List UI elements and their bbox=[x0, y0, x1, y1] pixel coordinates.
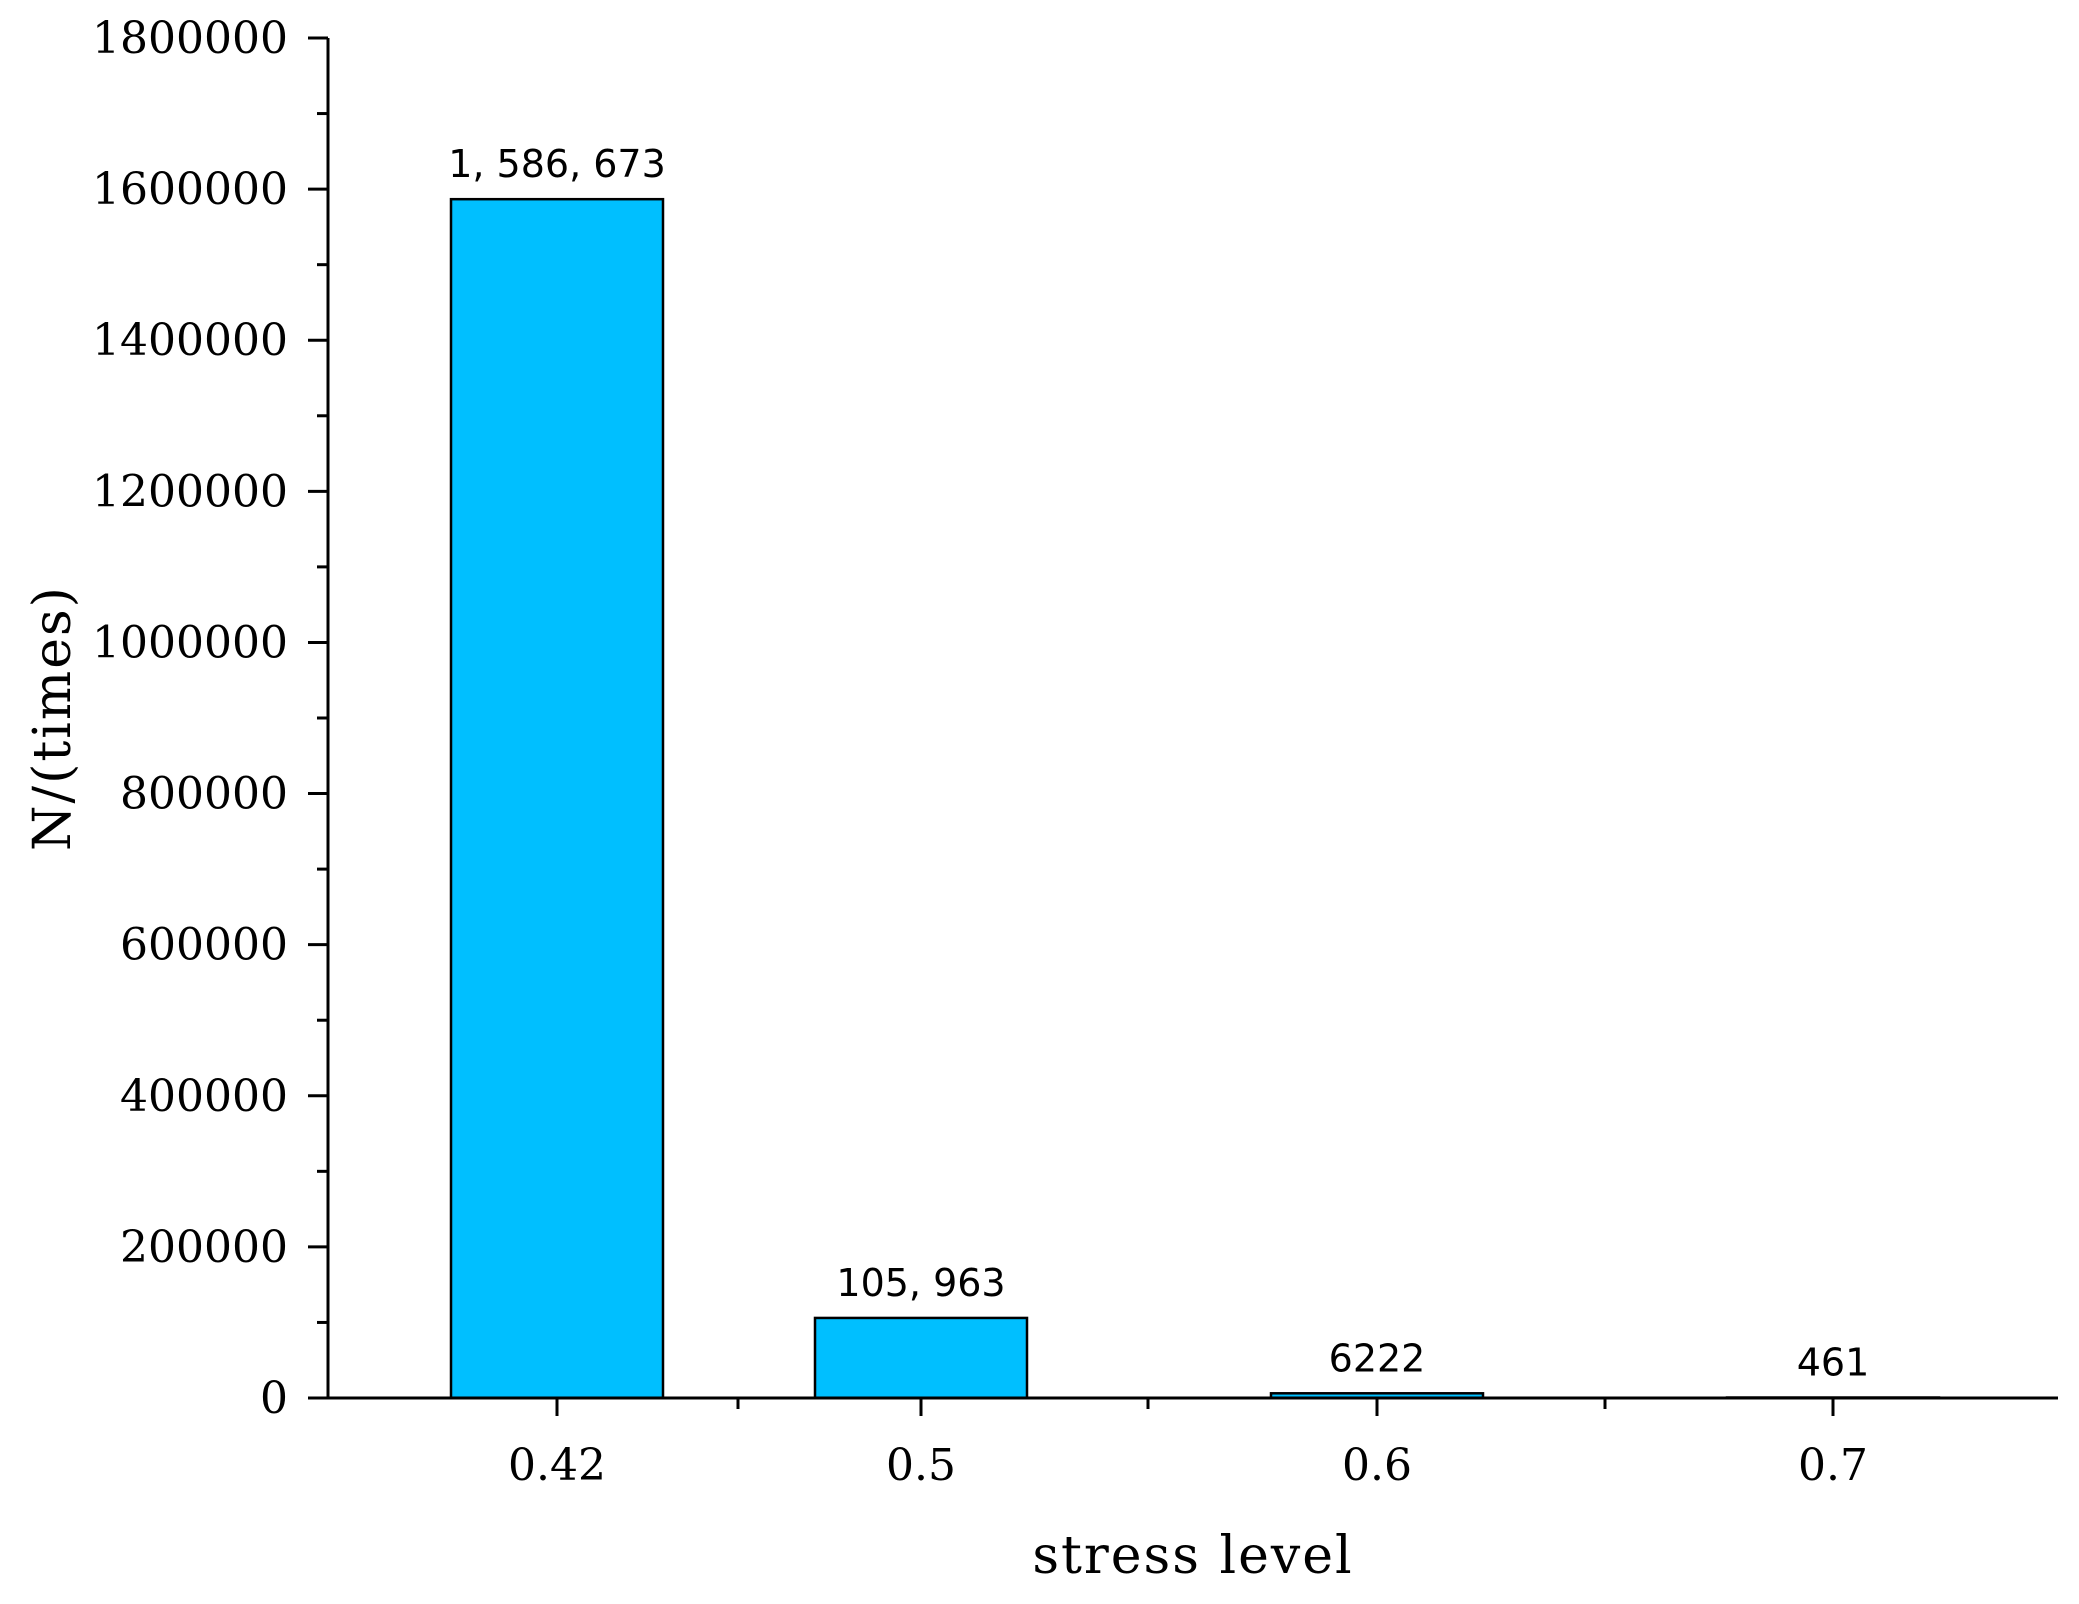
x-tick-label: 0.7 bbox=[1798, 1440, 1868, 1491]
y-tick-label: 1000000 bbox=[92, 617, 288, 668]
bars-group bbox=[449, 197, 1941, 1400]
data-label-0.5: 105, 963 bbox=[836, 1261, 1005, 1305]
data-label-0.6: 6222 bbox=[1329, 1336, 1426, 1380]
y-tick-label: 1600000 bbox=[92, 164, 288, 215]
y-axis: 0 200000 400000 600000 800000 1000000 1200000 1… bbox=[92, 13, 330, 1424]
y-tick-label: 1200000 bbox=[92, 466, 288, 517]
y-axis-title: N/(times) bbox=[23, 585, 83, 851]
y-tick-label: 400000 bbox=[120, 1071, 288, 1122]
data-label-0.7: 461 bbox=[1797, 1341, 1870, 1385]
data-labels-group: 1, 586, 673 105, 963 6222 461 bbox=[448, 142, 1869, 1384]
x-axis-title: stress level bbox=[1032, 1526, 1353, 1586]
y-tick-label: 600000 bbox=[120, 920, 288, 971]
x-tick-label: 0.42 bbox=[508, 1440, 606, 1491]
bar-0.42 bbox=[449, 197, 665, 1400]
bar-0.5 bbox=[813, 1316, 1029, 1400]
y-tick-label: 200000 bbox=[120, 1222, 288, 1273]
y-tick-label: 0 bbox=[260, 1373, 288, 1424]
x-tick-label: 0.5 bbox=[886, 1440, 956, 1491]
data-label-0.42: 1, 586, 673 bbox=[448, 142, 666, 186]
x-tick-label: 0.6 bbox=[1342, 1440, 1412, 1491]
y-tick-label: 1400000 bbox=[92, 315, 288, 366]
x-axis: 0.42 0.5 0.6 0.7 bbox=[328, 1396, 2058, 1491]
y-tick-label: 800000 bbox=[120, 769, 288, 820]
y-tick-label: 1800000 bbox=[92, 13, 288, 64]
